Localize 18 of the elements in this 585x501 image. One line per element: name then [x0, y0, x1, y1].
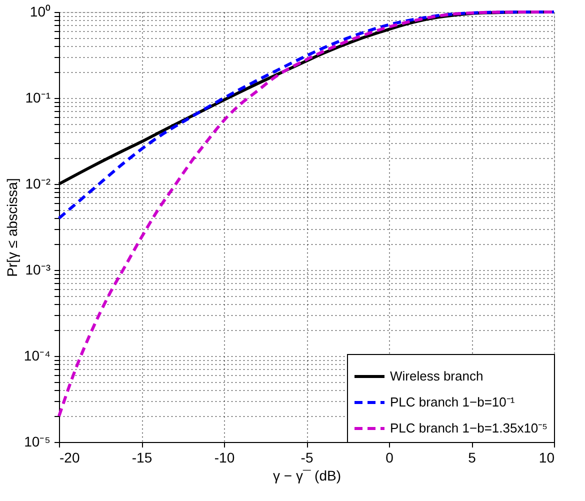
x-tick-label: 5: [468, 450, 476, 466]
x-tick-label: 10: [538, 450, 555, 466]
y-tick-label: 10⁻¹: [25, 90, 51, 106]
x-axis-title: γ − γ¯ (dB): [272, 468, 342, 484]
x-tick-label: -15: [132, 450, 152, 466]
y-tick-label: 10⁻²: [25, 176, 51, 192]
legend-label: Wireless branch: [390, 368, 484, 384]
x-tick-label: -10: [214, 450, 235, 466]
legend-label: PLC branch 1−b=1.35x10⁻⁵: [390, 420, 548, 436]
legend-label: PLC branch 1−b=10⁻¹: [390, 394, 516, 410]
x-tick-label: -5: [300, 450, 314, 466]
x-tick-label: -20: [60, 450, 80, 466]
y-tick-label: 10⁻³: [25, 262, 51, 278]
y-tick-label: 10⁻⁴: [24, 348, 50, 364]
y-axis-title: Pr[γ ≤ abscissa]: [4, 178, 20, 277]
y-tick-label: 10⁻⁵: [24, 434, 50, 450]
y-tick-label: 10⁰: [30, 4, 50, 20]
x-tick-label: 0: [386, 450, 394, 466]
